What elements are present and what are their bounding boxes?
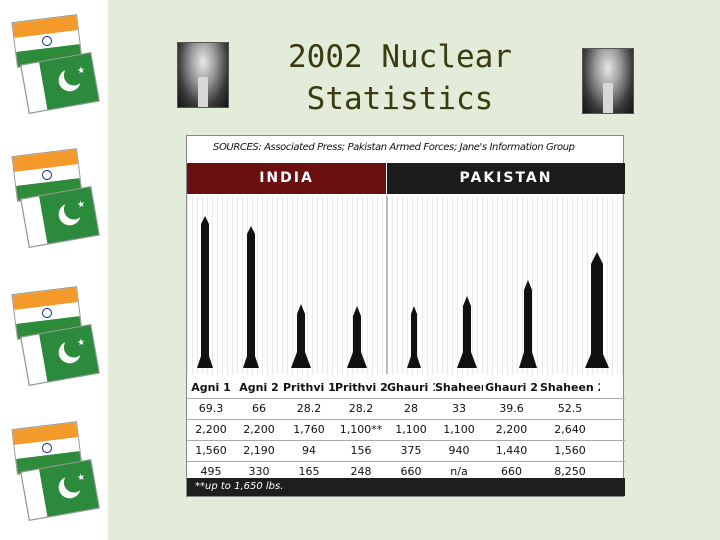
table-cell: 28: [404, 402, 418, 415]
table-cell: n/a: [450, 465, 468, 478]
table-cell: 33: [452, 402, 466, 415]
column-header: Prithvi 1: [283, 381, 335, 394]
table-row: 1,560 2,190 94 156 375 940 1,440 1,560: [187, 441, 625, 462]
table-cell: 660: [501, 465, 522, 478]
title-line-2: Statistics: [306, 81, 494, 117]
table-cell: 52.5: [557, 402, 583, 415]
table-cell: 2,200: [195, 423, 227, 436]
missile-ghauri-1: [407, 306, 421, 368]
sources-text: SOURCES: Associated Press; Pakistan Arme…: [213, 142, 575, 153]
missile-graphic: SOURCES: Associated Press; Pakistan Arme…: [186, 135, 625, 497]
table-cell: 39.6: [499, 402, 524, 415]
table-cell: 660: [400, 465, 422, 478]
missile-stats-table: Agni 1 Agni 2 Prithvi 1 Prithvi 2 Ghauri…: [187, 378, 625, 483]
country-divider: [386, 196, 388, 374]
pakistan-banner: PAKISTAN: [387, 163, 625, 194]
mushroom-cloud-icon: [582, 48, 634, 114]
table-cell: 1,440: [495, 444, 528, 457]
column-header: Ghauri 2: [485, 381, 538, 394]
missile-silhouettes: [197, 216, 609, 368]
column-header: Prithvi 2: [335, 381, 387, 394]
slide-title: 2002 Nuclear Statistics: [250, 36, 550, 120]
table-cell: 375: [400, 444, 422, 457]
table-cell: 28.2: [348, 402, 374, 415]
table-cell: 66: [252, 402, 266, 415]
pakistan-flag-icon: ★: [20, 186, 100, 248]
table-cell: 330: [248, 465, 270, 478]
table-row: 2,200 2,200 1,760 1,100** 1,100 1,100 2,…: [187, 420, 625, 441]
table-cell: 1,560: [195, 444, 227, 457]
table-cell: 1,760: [293, 423, 325, 436]
table-cell: 1,100**: [339, 423, 383, 436]
pakistan-flag-icon: ★: [20, 52, 100, 114]
column-header: Shaheen 2: [540, 381, 600, 394]
table-cell: 1,100: [395, 423, 427, 436]
table-cell: 69.3: [198, 402, 224, 415]
column-header: Agni 2: [239, 381, 279, 394]
table-cell: 156: [350, 444, 372, 457]
title-line-1: 2002 Nuclear: [288, 39, 512, 75]
table-cell: 2,190: [243, 444, 275, 457]
flag-sidebar: ★ ★ ★ ★: [0, 0, 108, 540]
column-header: Ghauri 1: [387, 381, 435, 394]
missile-ghauri-2: [519, 280, 537, 368]
missile-illustrations: [187, 196, 625, 374]
mushroom-cloud-icon: [177, 42, 229, 108]
table-cell: 2,200: [495, 423, 528, 436]
missile-shaheen-1: [457, 296, 477, 368]
pakistan-flag-icon: ★: [20, 459, 100, 521]
table-cell: 248: [350, 465, 372, 478]
missile-prithvi-2: [347, 306, 367, 368]
flag-pair: ★: [11, 148, 100, 248]
table-cell: 28.2: [296, 402, 322, 415]
table-cell: 1,560: [554, 444, 586, 457]
table-cell: 2,200: [243, 423, 275, 436]
table-row: 69.3 66 28.2 28.2 28 33 39.6 52.5: [187, 399, 625, 420]
table-header-row: Agni 1 Agni 2 Prithvi 1 Prithvi 2 Ghauri…: [187, 378, 625, 399]
table-cell: 8,250: [554, 465, 586, 478]
india-banner: INDIA: [187, 163, 386, 194]
pakistan-flag-icon: ★: [20, 324, 100, 386]
footnote: **up to 1,650 lbs.: [187, 478, 625, 496]
table-cell: 1,100: [443, 423, 475, 436]
missile-shaheen-2: [585, 252, 609, 368]
table-cell: 165: [298, 465, 320, 478]
column-header: Shaheen 1: [435, 381, 483, 394]
column-header: Agni 1: [191, 381, 231, 394]
missile-prithvi-1: [291, 304, 311, 368]
missile-agni-2: [243, 226, 259, 368]
table-cell: 940: [448, 444, 470, 457]
table-cell: 2,640: [554, 423, 586, 436]
flag-pair: ★: [11, 286, 100, 386]
missile-agni-1: [197, 216, 213, 368]
table-cell: 495: [200, 465, 222, 478]
flag-pair: ★: [11, 14, 100, 114]
flag-pair: ★: [11, 421, 100, 521]
table-cell: 94: [302, 444, 316, 457]
